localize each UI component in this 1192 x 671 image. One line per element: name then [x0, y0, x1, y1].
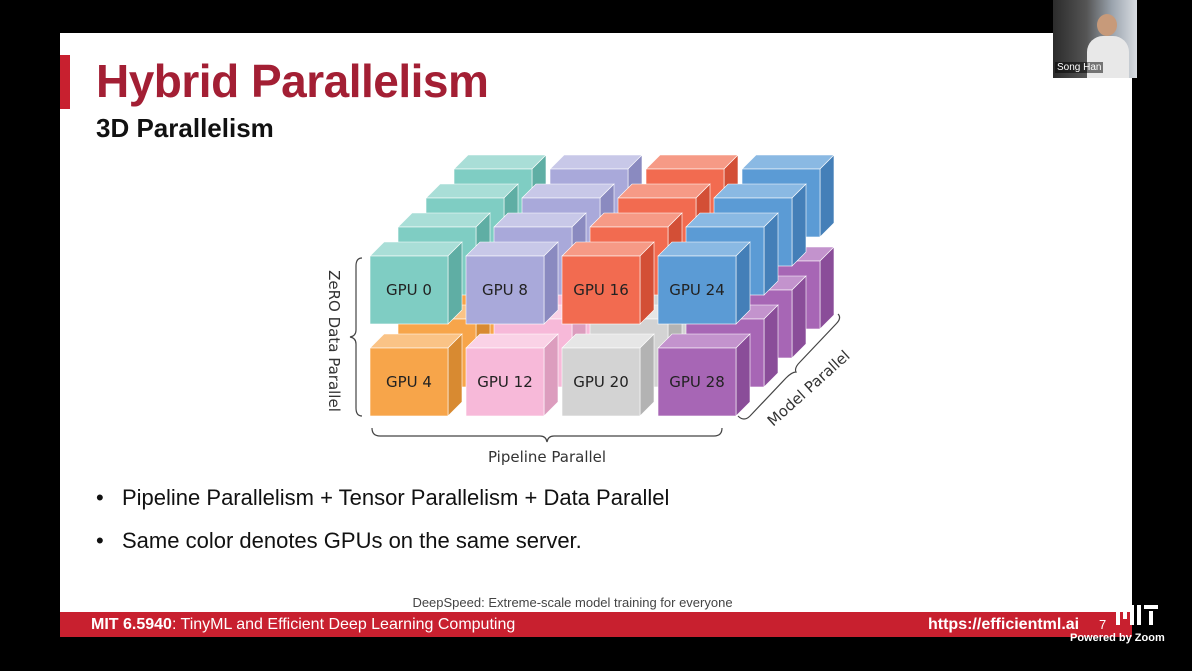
cube-top [561, 333, 655, 349]
cube-front [369, 347, 449, 417]
cube-top [453, 154, 547, 170]
axis-label: ZeRO Data Parallel [325, 270, 343, 412]
gpu-label: GPU 28 [669, 373, 725, 391]
cube-top [397, 212, 491, 228]
mit-logo [1116, 605, 1158, 625]
brace-horizontal [371, 427, 723, 443]
cube-top [493, 212, 587, 228]
gpu-label: GPU 4 [386, 373, 432, 391]
cube-front [657, 255, 737, 325]
cube-top [685, 212, 779, 228]
participant-name: Song Han [1055, 62, 1104, 73]
citation: DeepSpeed: Extreme-scale model training … [412, 595, 733, 610]
cube-front [369, 255, 449, 325]
cube-front [465, 255, 545, 325]
cube-front [561, 347, 641, 417]
video-thumbnail: Song Han [1053, 0, 1137, 78]
gpu-label: GPU 16 [573, 281, 629, 299]
cube-top [617, 183, 711, 199]
cube-front [561, 255, 641, 325]
cube-side [791, 183, 807, 267]
cube-top [657, 241, 751, 257]
cube-side [819, 154, 835, 238]
bullet: • Pipeline Parallelism + Tensor Paralleli… [96, 485, 670, 510]
gpu-label: GPU 20 [573, 373, 629, 391]
brace-depth [737, 313, 841, 420]
footer-bar: MIT 6.5940: TinyML and Efficient Deep Le… [60, 612, 1132, 637]
cube-top [465, 241, 559, 257]
bullet: • Same color denotes GPUs on the same ser… [96, 528, 582, 553]
cube-side [791, 275, 807, 359]
cube-top [645, 154, 739, 170]
cube-side [447, 333, 463, 417]
brace-vertical [349, 257, 363, 417]
gpu-label: GPU 12 [477, 373, 533, 391]
bullet-text: Pipeline Parallelism + Tensor Parallelis… [122, 485, 670, 510]
slide-subtitle: 3D Parallelism [96, 113, 274, 143]
cube-top [561, 241, 655, 257]
cube-side [763, 304, 779, 388]
title-marker [60, 55, 70, 109]
gpu-label: GPU 8 [482, 281, 528, 299]
cube-top [425, 183, 519, 199]
cube-front [657, 347, 737, 417]
cube-top [741, 154, 835, 170]
participant-head [1097, 14, 1117, 36]
cube-side [735, 241, 751, 325]
cube-top [369, 333, 463, 349]
gpu-label: GPU 24 [669, 281, 725, 299]
course-name: : TinyML and Efficient Deep Learning Com… [171, 616, 516, 633]
cube-side [543, 333, 559, 417]
cube-top [521, 183, 615, 199]
cube-front [465, 347, 545, 417]
axis-label: Pipeline Parallel [488, 448, 606, 466]
cube-side [447, 241, 463, 325]
cube-top [549, 154, 643, 170]
cube-top [589, 212, 683, 228]
zoom-branding: Powered by Zoom [1070, 632, 1165, 644]
cube-top [465, 333, 559, 349]
cube-side [639, 333, 655, 417]
cube-side [819, 246, 835, 330]
gpu-label: GPU 0 [386, 281, 432, 299]
page-number: 7 [1099, 617, 1107, 632]
course-title: MIT 6.5940: TinyML and Efficient Deep Le… [91, 616, 515, 634]
course-code: MIT 6.5940 [91, 616, 172, 633]
cube-side [763, 212, 779, 296]
gpu-cubes: GPU 0 GPU 8 GPU 16 GPU 24 GPU 4 GPU 12 GPU 20 G… [369, 154, 835, 417]
cube-top [713, 183, 807, 199]
cube-side [543, 241, 559, 325]
bullet-text: Same color denotes GPUs on the same serv… [122, 528, 582, 553]
slide-title: Hybrid Parallelism [96, 55, 489, 107]
cube-side [735, 333, 751, 417]
cube-side [639, 241, 655, 325]
course-url: https://efficientml.ai [928, 616, 1080, 633]
cube-top [369, 241, 463, 257]
cube-top [657, 333, 751, 349]
